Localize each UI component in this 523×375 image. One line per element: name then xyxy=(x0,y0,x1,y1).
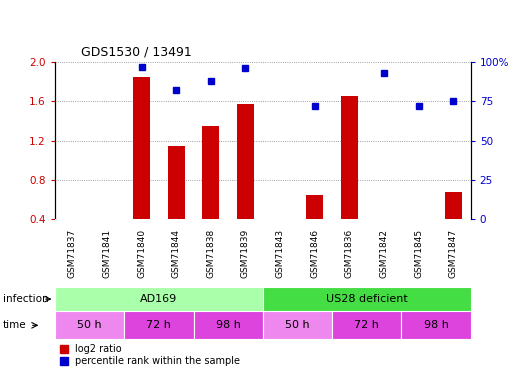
Bar xyxy=(202,126,220,219)
Bar xyxy=(124,311,194,339)
Bar xyxy=(401,311,471,339)
Text: US28 deficient: US28 deficient xyxy=(326,294,407,304)
Bar xyxy=(237,104,254,219)
Bar xyxy=(306,195,323,219)
Bar xyxy=(410,219,427,221)
Bar xyxy=(55,311,124,339)
Text: GSM71842: GSM71842 xyxy=(380,229,389,278)
Text: GSM71847: GSM71847 xyxy=(449,228,458,278)
Text: GSM71839: GSM71839 xyxy=(241,228,250,278)
Text: GSM71837: GSM71837 xyxy=(68,228,77,278)
Text: infection: infection xyxy=(3,294,48,304)
Text: GSM71843: GSM71843 xyxy=(276,228,285,278)
Text: time: time xyxy=(3,320,26,330)
Text: 98 h: 98 h xyxy=(215,320,241,330)
Text: GSM71845: GSM71845 xyxy=(414,228,423,278)
Bar xyxy=(133,76,150,219)
Bar xyxy=(263,287,471,311)
Text: GSM71846: GSM71846 xyxy=(310,228,319,278)
Text: 50 h: 50 h xyxy=(285,320,310,330)
Text: 50 h: 50 h xyxy=(77,320,102,330)
Text: GSM71844: GSM71844 xyxy=(172,229,180,278)
Text: 72 h: 72 h xyxy=(354,320,379,330)
Text: GDS1530 / 13491: GDS1530 / 13491 xyxy=(81,45,192,58)
Bar xyxy=(263,311,332,339)
Bar xyxy=(194,311,263,339)
Text: GSM71836: GSM71836 xyxy=(345,228,354,278)
Text: 98 h: 98 h xyxy=(424,320,449,330)
Text: GSM71838: GSM71838 xyxy=(207,228,215,278)
Bar xyxy=(55,287,263,311)
Bar xyxy=(332,311,401,339)
Text: AD169: AD169 xyxy=(140,294,177,304)
Bar xyxy=(341,96,358,219)
Text: 72 h: 72 h xyxy=(146,320,172,330)
Legend: log2 ratio, percentile rank within the sample: log2 ratio, percentile rank within the s… xyxy=(60,345,241,366)
Bar xyxy=(445,192,462,219)
Text: GSM71840: GSM71840 xyxy=(137,228,146,278)
Text: GSM71841: GSM71841 xyxy=(103,228,111,278)
Bar xyxy=(167,146,185,219)
